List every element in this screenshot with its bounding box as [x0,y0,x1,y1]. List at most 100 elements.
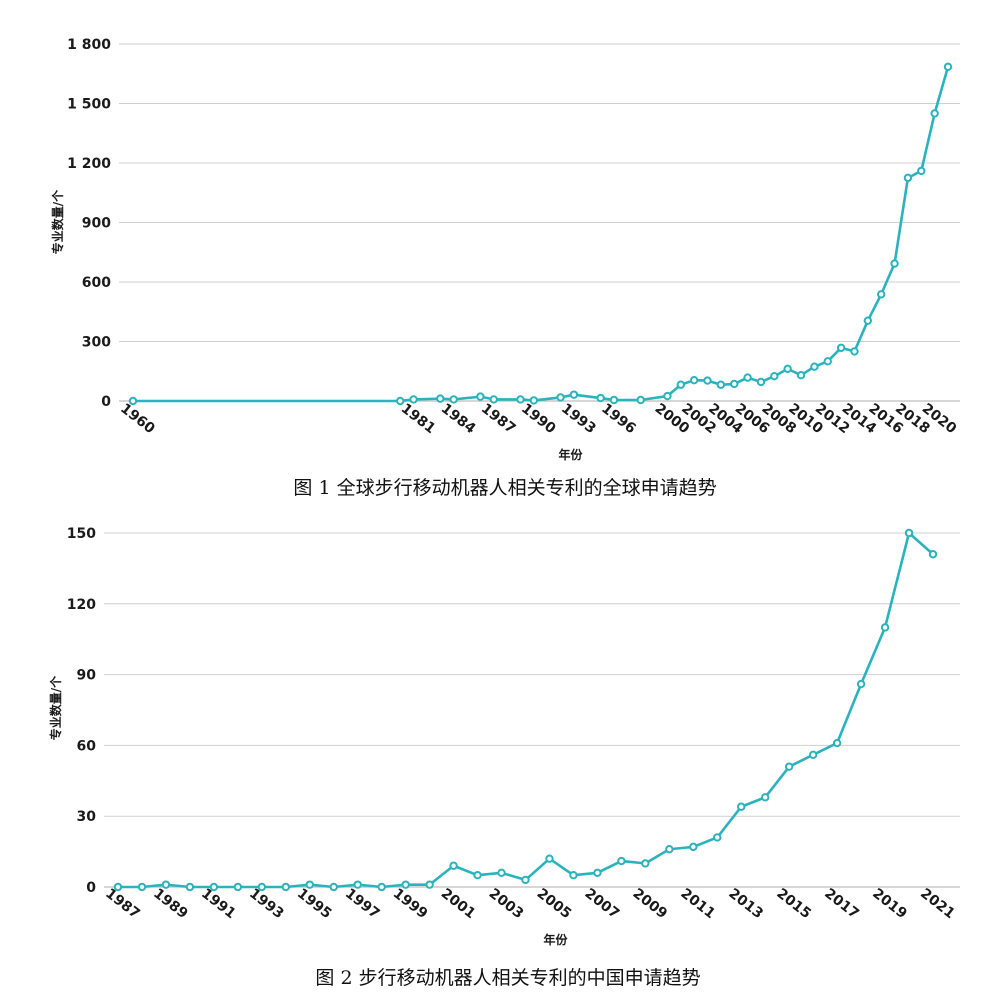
data-point [863,316,873,325]
data-point [609,395,619,405]
data-point [593,868,602,878]
y-tick-label: 120 [67,597,96,613]
data-point [796,371,806,380]
x-tick-label: 2003 [486,886,527,923]
data-point [529,396,539,405]
x-tick-label: 2013 [725,886,766,923]
x-tick-label: 2007 [582,886,623,923]
data-point [930,109,939,118]
data-point [689,375,699,385]
x-tick-label: 1989 [150,886,191,923]
x-tick-label: 1993 [558,401,599,438]
x-tick-label: 1995 [294,886,335,923]
data-point [137,882,147,892]
data-point [401,880,410,889]
data-point [281,882,290,892]
data-point [396,396,405,406]
data-point [737,802,746,811]
data-point [743,373,752,382]
data-point [516,395,525,404]
y-tick-label: 1 800 [67,37,111,53]
series-line [133,66,950,403]
data-point [257,882,267,892]
data-point [880,623,890,632]
figure-caption: 图 2 步行移动机器人相关专利的中国申请趋势 [315,967,700,989]
data-point [425,880,434,889]
data-point [713,833,722,842]
data-point [476,392,485,401]
data-point [473,871,482,880]
x-tick-label: 1999 [390,886,431,923]
data-point [596,393,605,403]
data-point [784,762,794,771]
data-point [209,882,219,892]
data-point [904,528,914,538]
data-point [449,861,458,870]
data-point [329,882,338,892]
data-point [761,793,770,802]
data-point [449,395,458,404]
data-point [617,856,626,866]
x-tick-label: 2015 [773,886,814,923]
data-point [856,679,866,689]
y-tick-label: 150 [67,526,96,542]
data-point [569,390,579,399]
data-point [185,882,195,892]
x-tick-label: 1981 [398,401,439,438]
data-point [917,166,926,176]
data-point [823,357,832,366]
data-point [928,550,938,559]
x-tick-label: 1987 [478,401,519,438]
data-point [943,62,953,72]
x-tick-label: 1990 [518,401,559,438]
x-tick-label: 1984 [438,401,479,438]
data-point [569,871,578,880]
data-point [113,882,123,892]
data-point [665,845,674,854]
y-tick-label: 0 [86,880,96,896]
x-tick-label: 1993 [246,886,287,923]
data-point [489,395,498,404]
data-point [521,875,530,885]
data-point [641,859,650,868]
data-point [903,173,913,183]
y-tick-label: 300 [82,335,111,351]
data-point [716,380,726,389]
data-point [783,364,792,374]
data-point [497,868,506,878]
data-point [676,380,685,389]
series-line [118,531,934,889]
y-tick-label: 90 [77,668,97,684]
data-point [808,750,818,760]
data-point [128,396,138,406]
y-axis-label: 专业数量/个 [48,675,63,740]
y-tick-label: 600 [82,275,111,291]
x-tick-label: 1987 [102,886,143,923]
y-axis-label: 专业数量/个 [50,189,65,254]
data-point [876,290,886,299]
x-tick-label: 2001 [438,886,479,923]
data-point [730,379,739,389]
y-tick-label: 900 [82,216,111,232]
data-point [436,394,445,403]
x-axis-label: 年份 [558,447,583,462]
data-point [770,372,779,381]
y-tick-label: 0 [101,394,111,410]
data-point [636,395,645,405]
y-tick-label: 1 500 [67,97,111,113]
data-point [409,395,418,404]
chart-global-trend: 0 300 600 900 1 200 1 500 1 800 1960 1981 1984 198… [50,37,960,499]
data-point [545,854,554,863]
x-tick-label: 1960 [117,401,158,438]
data-point [233,882,243,892]
x-tick-label: 2019 [869,886,910,923]
data-point [836,343,846,353]
x-tick-label: 1997 [342,886,383,923]
x-tick-label: 2005 [534,886,575,923]
x-tick-label: 2021 [917,886,958,923]
figure-caption: 图 1 全球步行移动机器人相关专利的全球申请趋势 [293,477,716,499]
data-point [353,880,362,889]
data-point [161,880,171,889]
data-point [832,738,842,748]
data-point [703,376,712,385]
